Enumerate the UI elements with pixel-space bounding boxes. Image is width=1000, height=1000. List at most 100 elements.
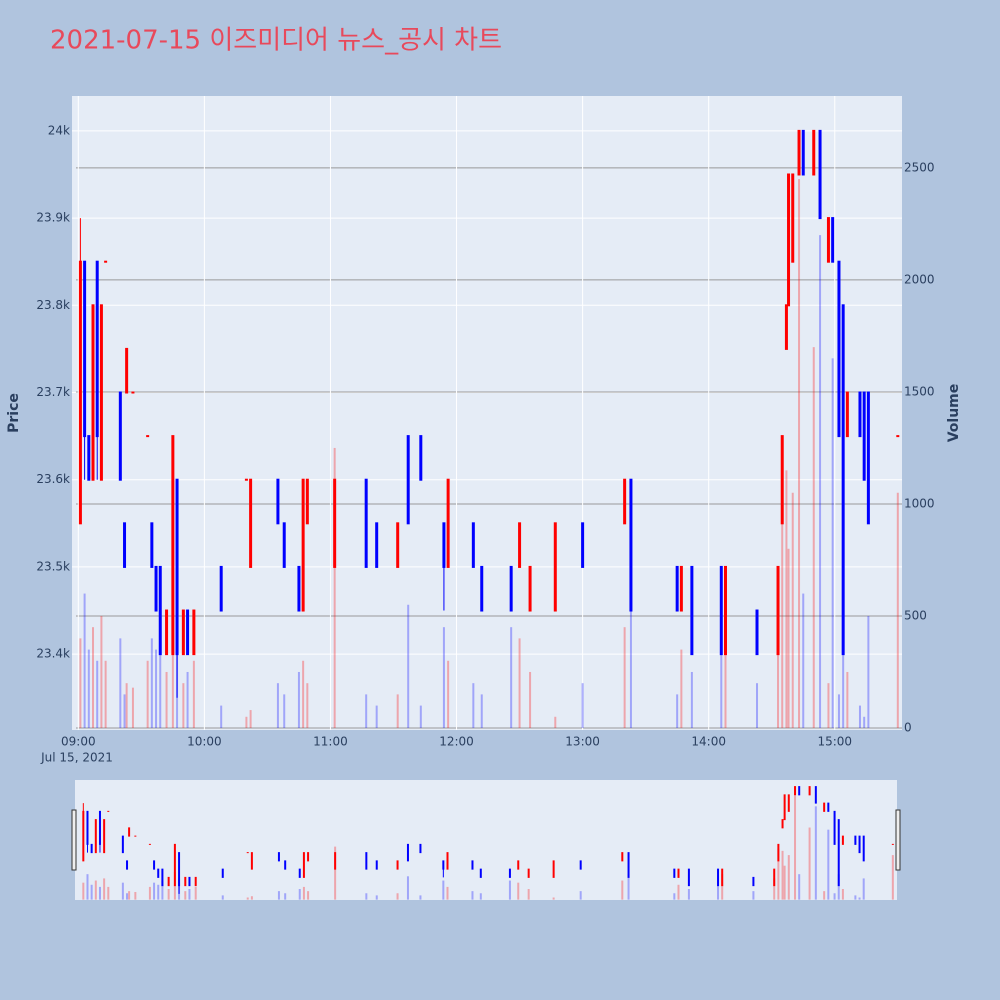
candle-body bbox=[719, 565, 723, 656]
volume-bar bbox=[842, 593, 845, 728]
candle-body bbox=[250, 852, 253, 870]
candle-body bbox=[797, 129, 801, 176]
candle-body bbox=[527, 868, 530, 878]
volume-bar bbox=[446, 886, 449, 900]
volume-bar bbox=[375, 705, 378, 728]
candle-body bbox=[442, 860, 445, 870]
candle-body bbox=[509, 565, 513, 612]
y2-tick-label: 1000 bbox=[904, 496, 935, 510]
volume-bar bbox=[827, 829, 830, 900]
candle-body bbox=[175, 478, 179, 656]
candle-body bbox=[471, 860, 474, 870]
volume-bar bbox=[221, 895, 224, 900]
candle-body bbox=[471, 522, 475, 568]
candle-body bbox=[446, 852, 449, 870]
volume-bar bbox=[365, 893, 368, 900]
volume-bar bbox=[250, 896, 253, 900]
candle-body bbox=[123, 522, 127, 568]
candle-body bbox=[282, 522, 286, 568]
candle-body bbox=[219, 565, 223, 612]
candle-body bbox=[128, 827, 131, 837]
volume-bar bbox=[334, 846, 337, 900]
candle-body bbox=[780, 435, 784, 525]
candle-body bbox=[812, 129, 816, 176]
candle-body bbox=[396, 860, 399, 870]
candle-body bbox=[862, 835, 865, 862]
volume-bar bbox=[867, 615, 870, 728]
candle-body bbox=[841, 304, 845, 656]
volume-bar bbox=[833, 893, 836, 900]
candle-body bbox=[334, 852, 337, 870]
candle-body bbox=[687, 868, 690, 887]
volume-bar bbox=[814, 806, 817, 900]
candle-body bbox=[791, 173, 795, 263]
candle-body bbox=[91, 304, 95, 481]
volume-bar bbox=[781, 459, 784, 728]
candle-body bbox=[528, 565, 532, 612]
volume-bar bbox=[627, 874, 630, 900]
candle-body bbox=[157, 868, 160, 878]
candle-body bbox=[837, 260, 841, 438]
candle-body bbox=[798, 786, 801, 796]
candle-body bbox=[167, 876, 170, 887]
volume-bar bbox=[673, 893, 676, 900]
candle-body bbox=[841, 835, 844, 845]
volume-bar bbox=[680, 649, 683, 728]
volume-bar bbox=[798, 179, 801, 728]
candle-body bbox=[858, 835, 861, 854]
candle-body bbox=[479, 868, 482, 878]
volume-bar bbox=[783, 865, 786, 900]
volume-bar bbox=[777, 615, 780, 728]
candle-body bbox=[184, 876, 187, 887]
candle-body bbox=[773, 868, 776, 887]
volume-bar bbox=[794, 795, 797, 900]
candle-body bbox=[148, 843, 151, 845]
y2-tick-label: 2500 bbox=[904, 160, 935, 174]
volume-bar bbox=[823, 891, 826, 900]
volume-bar bbox=[756, 683, 759, 728]
volume-bar bbox=[297, 671, 300, 728]
volume-bar bbox=[83, 593, 86, 728]
volume-bar bbox=[283, 694, 286, 728]
volume-bar bbox=[480, 694, 483, 728]
volume-bar bbox=[245, 716, 248, 728]
volume-bar bbox=[406, 876, 409, 900]
volume-bar bbox=[724, 593, 727, 728]
volume-bar bbox=[508, 880, 511, 900]
candle-body bbox=[333, 478, 337, 568]
candle-body bbox=[302, 852, 305, 878]
y-tick-label: 23.4k bbox=[36, 647, 70, 661]
candle-body bbox=[364, 478, 368, 568]
y2-tick-label: 0 bbox=[904, 720, 912, 734]
x-tick-label: 09:00 bbox=[61, 735, 96, 749]
candle-body bbox=[134, 835, 137, 837]
candle-body bbox=[406, 435, 410, 525]
candle-body bbox=[787, 173, 791, 307]
volume-bar bbox=[98, 886, 101, 900]
candle-body bbox=[752, 876, 755, 887]
volume-bar bbox=[621, 880, 624, 900]
candle-body bbox=[787, 794, 790, 812]
x-tick-label: 15:00 bbox=[817, 735, 852, 749]
x-tick-label: 10:00 bbox=[187, 735, 222, 749]
volume-bar bbox=[479, 893, 482, 900]
candle-body bbox=[837, 819, 840, 887]
volume-bar bbox=[249, 710, 252, 728]
candle-body bbox=[249, 478, 253, 568]
candle-body bbox=[629, 478, 633, 612]
slider-handle bbox=[71, 809, 77, 871]
candle-body bbox=[781, 819, 784, 829]
y2-tick-label: 500 bbox=[904, 608, 927, 622]
volume-bar bbox=[552, 897, 555, 900]
volume-bar bbox=[837, 874, 840, 900]
candle-body bbox=[552, 860, 555, 878]
candle-body bbox=[150, 522, 154, 568]
candle-body bbox=[178, 852, 181, 887]
volume-bar bbox=[90, 884, 93, 900]
candle-body bbox=[396, 522, 400, 568]
volume-bar bbox=[94, 880, 97, 900]
candle-body bbox=[801, 129, 805, 176]
volume-bar bbox=[186, 671, 189, 728]
candle-body bbox=[776, 565, 780, 656]
candle-body bbox=[854, 835, 857, 845]
